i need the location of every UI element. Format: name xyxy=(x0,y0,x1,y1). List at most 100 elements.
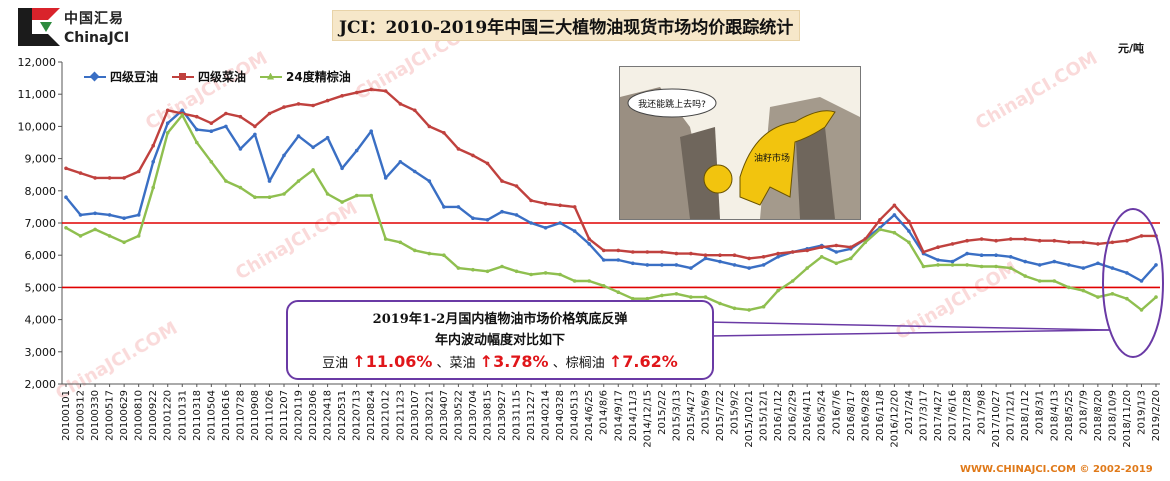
series-point-0 xyxy=(413,169,417,174)
x-tick-label: 2016/4/11 xyxy=(802,390,813,441)
series-point-2 xyxy=(805,266,809,270)
series-point-2 xyxy=(674,292,679,296)
series-point-2 xyxy=(689,295,693,299)
series-point-2 xyxy=(1125,296,1129,301)
series-point-2 xyxy=(587,279,591,283)
series-point-2 xyxy=(151,185,155,190)
series-point-1 xyxy=(151,143,155,148)
series-point-1 xyxy=(500,179,504,183)
x-tick-label: 2015/12/1 xyxy=(759,390,770,441)
watermark: ChinaJCI.COM xyxy=(232,198,361,285)
x-tick-label: 2014/6/25 xyxy=(584,390,595,441)
x-tick-label: 20130927 xyxy=(497,390,508,441)
x-tick-label: 2016/1/12 xyxy=(773,390,784,441)
series-point-2 xyxy=(456,266,461,270)
x-tick-label: 2014/12/15 xyxy=(642,390,653,448)
series-point-2 xyxy=(892,230,897,235)
legend-label-rapeseed: 四级菜油 xyxy=(198,70,247,84)
series-point-2 xyxy=(1023,274,1027,278)
series-point-0 xyxy=(776,254,780,259)
series-point-2 xyxy=(849,256,853,261)
x-tick-label: 2015/3/13 xyxy=(671,390,682,441)
series-point-1 xyxy=(703,253,708,257)
series-point-1 xyxy=(572,205,577,209)
series-point-1 xyxy=(1037,238,1042,243)
series-point-0 xyxy=(572,229,577,233)
annotation-line2: 年内波动幅度对比如下 xyxy=(434,333,565,348)
x-tick-label: 20121012 xyxy=(381,390,392,441)
series-point-2 xyxy=(1067,285,1071,290)
logo-text-en: ChinaJCI xyxy=(64,30,130,46)
series-point-1 xyxy=(878,218,882,222)
watermark: ChinaJCI.COM xyxy=(972,48,1101,135)
series-point-0 xyxy=(398,160,403,164)
x-tick-label: 20120824 xyxy=(366,390,377,441)
x-tick-label: 2016/8/17 xyxy=(846,390,857,441)
highlight-ellipse xyxy=(1102,208,1164,358)
series-point-2 xyxy=(238,185,243,190)
series-point-0 xyxy=(238,147,243,151)
series-point-2 xyxy=(107,234,112,238)
series-point-1 xyxy=(1125,238,1129,243)
series-point-0 xyxy=(1052,259,1057,264)
series-point-1 xyxy=(195,114,199,119)
chart-title: JCI：2010-2019年中国三大植物油现货市场均价跟踪统计 xyxy=(332,10,801,41)
series-point-1 xyxy=(1139,234,1144,238)
series-layer xyxy=(64,87,1158,312)
x-tick-label: 2017/6/16 xyxy=(948,390,959,441)
series-point-1 xyxy=(907,219,911,224)
x-tick-label: 2018/7/9 xyxy=(1078,390,1089,435)
series-point-0 xyxy=(64,195,68,199)
series-point-0 xyxy=(1110,266,1115,270)
series-point-1 xyxy=(776,251,780,256)
series-point-0 xyxy=(645,263,650,267)
x-tick-label: 2016/7/6 xyxy=(831,390,842,435)
x-tick-label: 20120306 xyxy=(308,390,319,441)
y-tick-label: 9,000 xyxy=(25,153,57,166)
series-point-2 xyxy=(195,140,199,145)
series-point-0 xyxy=(543,226,548,230)
x-tick-label: 20131115 xyxy=(512,390,523,441)
series-point-0 xyxy=(660,263,664,267)
series-point-2 xyxy=(64,226,68,230)
series-point-0 xyxy=(136,213,141,217)
series-point-2 xyxy=(427,251,432,256)
series-point-0 xyxy=(1154,263,1158,267)
x-tick-label: 20130815 xyxy=(482,390,493,441)
annotation-line1: 2019年1-2月国内植物油市场价格筑底反弹 xyxy=(372,312,628,327)
series-point-2 xyxy=(383,237,388,241)
series-point-1 xyxy=(601,248,606,253)
series-point-2 xyxy=(834,261,839,266)
series-point-0 xyxy=(1081,266,1086,270)
x-tick-label: 2018/11/20 xyxy=(1122,390,1133,448)
series-point-1 xyxy=(325,98,330,103)
series-point-2 xyxy=(224,179,228,183)
series-point-0 xyxy=(340,166,344,171)
series-point-0 xyxy=(732,263,737,267)
series-point-2 xyxy=(631,296,635,301)
x-tick-label: 2019/1/3 xyxy=(1136,390,1147,435)
series-point-1 xyxy=(1052,238,1057,243)
series-point-0 xyxy=(616,258,621,262)
series-point-2 xyxy=(703,295,708,299)
x-tick-label: 2014/11/3 xyxy=(628,390,639,441)
series-point-2 xyxy=(979,264,984,269)
x-tick-label: 2018/10/9 xyxy=(1107,390,1118,441)
series-point-1 xyxy=(921,250,926,254)
series-point-0 xyxy=(427,179,432,183)
x-tick-label: 20111207 xyxy=(279,390,290,441)
series-point-1 xyxy=(849,245,853,249)
series-point-1 xyxy=(587,237,591,241)
x-tick-label: 20120418 xyxy=(323,390,334,441)
series-point-2 xyxy=(122,240,126,245)
series-point-2 xyxy=(1154,295,1158,299)
reference-lines xyxy=(62,222,1160,289)
series-point-0 xyxy=(1139,279,1144,283)
x-tick-label: 2015/2/2 xyxy=(657,390,668,435)
series-point-2 xyxy=(93,227,97,232)
series-line-0 xyxy=(65,109,1157,283)
series-point-1 xyxy=(819,245,824,249)
x-tick-label: 2017/12/1 xyxy=(1006,390,1017,441)
x-tick-label: 20140513 xyxy=(570,390,581,441)
x-tick-label: 2016/5/24 xyxy=(817,390,828,441)
